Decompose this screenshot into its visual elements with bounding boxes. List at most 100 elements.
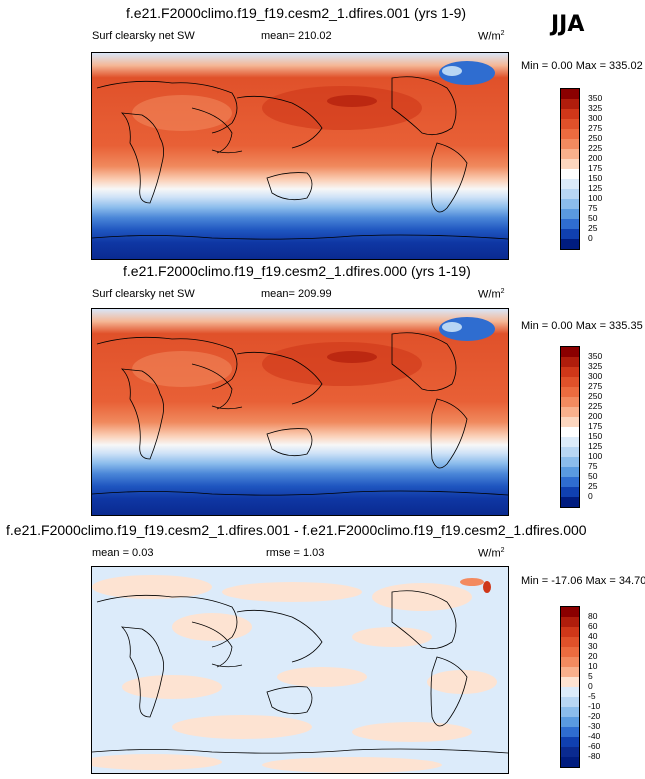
colorbar-tick-label: 75: [588, 461, 598, 471]
colorbar-tick-label: 325: [588, 103, 603, 113]
colorbar-tick-label: 325: [588, 361, 603, 371]
colorbar-tick-label: 300: [588, 371, 603, 381]
colorbar-tick-label: 75: [588, 203, 598, 213]
colorbar-swatch: [561, 377, 579, 387]
colorbar-swatch: [561, 119, 579, 129]
colorbar-swatch: [561, 497, 579, 507]
colorbar-tick-label: 50: [588, 213, 598, 223]
panel-1-units-base: W/m: [478, 30, 501, 43]
colorbar-swatch: [561, 487, 579, 497]
colorbar-swatch: [561, 159, 579, 169]
colorbar-swatch: [561, 747, 579, 757]
colorbar-tick-label: 275: [588, 123, 603, 133]
panel-1-variable-label: Surf clearsky net SW: [92, 30, 195, 42]
colorbar-swatch: [561, 209, 579, 219]
colorbar-swatch: [561, 219, 579, 229]
colorbar-tick-label: 100: [588, 193, 603, 203]
colorbar-swatch: [561, 199, 579, 209]
colorbar-tick-label: 225: [588, 143, 603, 153]
colorbar-swatch: [561, 407, 579, 417]
colorbar-tick-label: 10: [588, 661, 598, 671]
colorbar-tick-label: 0: [588, 681, 593, 691]
colorbar-swatch: [561, 617, 579, 627]
colorbar-tick-label: 80: [588, 611, 598, 621]
colorbar-swatch: [561, 457, 579, 467]
colorbar-tick-label: 200: [588, 153, 603, 163]
panel-1-mean-label: mean= 210.02: [261, 30, 332, 42]
colorbar-swatch: [561, 737, 579, 747]
panel-2-units: W/m2: [478, 288, 505, 301]
panel-3-title: f.e21.F2000climo.f19_f19.cesm2_1.dfires.…: [6, 522, 587, 538]
panel-1-units-exp: 2: [500, 30, 505, 37]
colorbar-swatch: [561, 677, 579, 687]
colorbar-tick-label: -30: [588, 721, 601, 731]
colorbar-tick-label: 250: [588, 133, 603, 143]
colorbar-swatch: [561, 229, 579, 239]
colorbar-swatch: [561, 637, 579, 647]
colorbar-swatch: [561, 417, 579, 427]
colorbar-swatch: [561, 387, 579, 397]
colorbar-tick-label: -20: [588, 711, 601, 721]
panel-2-title: f.e21.F2000climo.f19_f19.cesm2_1.dfires.…: [123, 263, 471, 279]
colorbar-tick-label: 150: [588, 431, 603, 441]
colorbar-tick-label: 300: [588, 113, 603, 123]
colorbar-tick-label: 250: [588, 391, 603, 401]
colorbar-swatch: [561, 129, 579, 139]
colorbar-swatch: [561, 667, 579, 677]
panel-3-rmse-label: rmse = 1.03: [266, 547, 325, 559]
colorbar-tick-label: -60: [588, 741, 601, 751]
colorbar-tick-label: 150: [588, 173, 603, 183]
colorbar-swatch: [561, 99, 579, 109]
panel-2-colorbar: [560, 346, 580, 508]
colorbar-tick-label: 175: [588, 421, 603, 431]
panel-2-variable-label: Surf clearsky net SW: [92, 288, 195, 300]
colorbar-tick-label: 50: [588, 471, 598, 481]
colorbar-swatch: [561, 627, 579, 637]
colorbar-tick-label: 25: [588, 223, 598, 233]
colorbar-tick-label: -80: [588, 751, 601, 761]
colorbar-tick-label: 60: [588, 621, 598, 631]
panel-3-colorbar: [560, 606, 580, 768]
colorbar-swatch: [561, 179, 579, 189]
panel-1-units: W/m2: [478, 30, 505, 43]
colorbar-swatch: [561, 437, 579, 447]
colorbar-swatch: [561, 647, 579, 657]
colorbar-tick-label: 125: [588, 441, 603, 451]
panel-3-units-exp: 2: [500, 547, 505, 554]
colorbar-swatch: [561, 467, 579, 477]
colorbar-swatch: [561, 477, 579, 487]
colorbar-swatch: [561, 149, 579, 159]
colorbar-tick-label: -10: [588, 701, 601, 711]
colorbar-tick-label: 350: [588, 93, 603, 103]
colorbar-swatch: [561, 397, 579, 407]
colorbar-swatch: [561, 427, 579, 437]
panel-3-units-base: W/m: [478, 547, 501, 560]
colorbar-swatch: [561, 687, 579, 697]
colorbar-swatch: [561, 239, 579, 249]
panel-1-map: [91, 52, 509, 260]
colorbar-tick-label: 25: [588, 481, 598, 491]
season-label: JJA: [551, 12, 585, 37]
colorbar-swatch: [561, 707, 579, 717]
panel-2-minmax: Min = 0.00 Max = 335.35: [521, 320, 643, 332]
colorbar-swatch: [561, 357, 579, 367]
colorbar-tick-label: 275: [588, 381, 603, 391]
colorbar-swatch: [561, 109, 579, 119]
colorbar-swatch: [561, 89, 579, 99]
colorbar-swatch: [561, 139, 579, 149]
colorbar-swatch: [561, 607, 579, 617]
colorbar-swatch: [561, 447, 579, 457]
colorbar-tick-label: 0: [588, 233, 593, 243]
colorbar-swatch: [561, 347, 579, 357]
panel-3-map: [91, 566, 509, 774]
colorbar-tick-label: 200: [588, 411, 603, 421]
panel-2-mean-label: mean= 209.99: [261, 288, 332, 300]
panel-3-mean-label: mean = 0.03: [92, 547, 154, 559]
colorbar-swatch: [561, 757, 579, 767]
colorbar-swatch: [561, 189, 579, 199]
panel-1-title: f.e21.F2000climo.f19_f19.cesm2_1.dfires.…: [126, 5, 467, 21]
colorbar-tick-label: 175: [588, 163, 603, 173]
colorbar-tick-label: 30: [588, 641, 598, 651]
colorbar-tick-label: 125: [588, 183, 603, 193]
colorbar-tick-label: 100: [588, 451, 603, 461]
